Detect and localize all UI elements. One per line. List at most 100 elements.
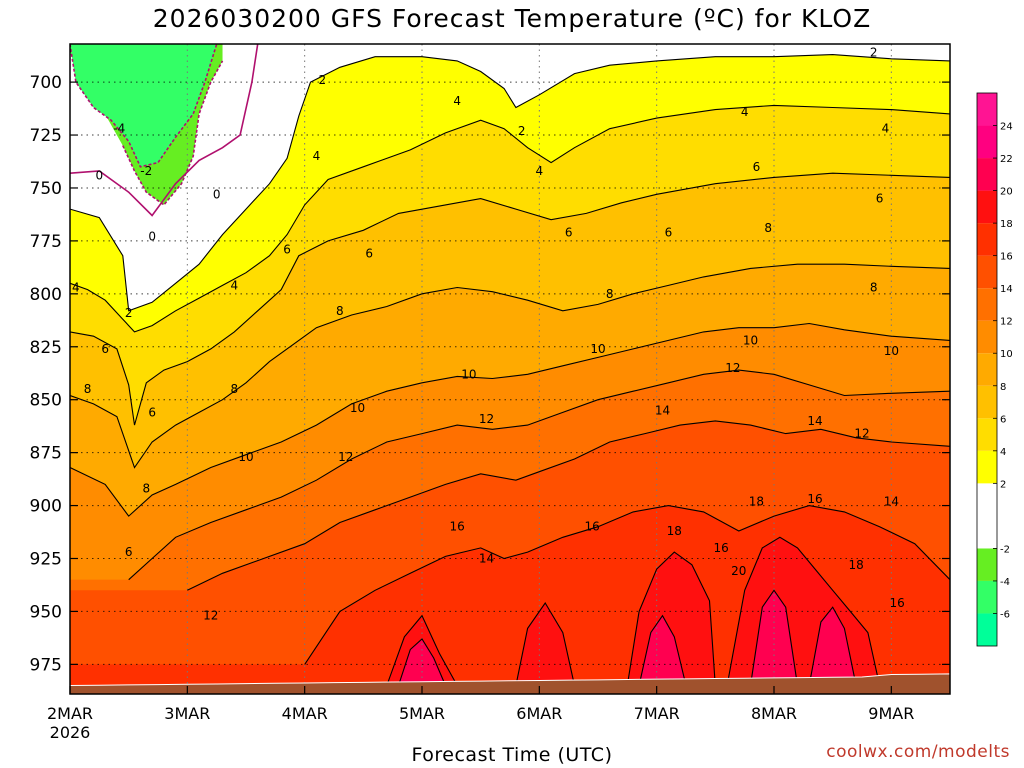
colorbar-swatch-14 [977,125,997,159]
colorbar-swatch-7 [977,353,997,386]
y-tick-label-825: 825 [30,338,62,358]
colorbar-label-24: 24 [1000,122,1013,133]
contour-label-31: 8 [230,382,238,396]
contour-label-47: 16 [584,520,599,534]
colorbar-swatch-1 [977,580,997,614]
contour-line-20-16 [808,606,857,686]
colorbar-label-4: 4 [1000,447,1006,458]
colorbar-swatch-11 [977,223,997,256]
colorbar-label-14: 14 [1000,284,1013,295]
chart-title: 2026030200 GFS Forecast Temperature (ºC)… [152,4,872,33]
x-tick-label-3MAR: 3MAR [164,704,210,723]
contour-label-54: 16 [890,596,905,610]
contour-line-20-15 [749,589,799,686]
field-band-20 [750,590,798,686]
contour-line-0-0 [70,44,259,217]
colorbar-swatch-2 [977,548,997,581]
contour-label-25: 8 [870,280,878,294]
colorbar-label-6: 6 [1000,414,1006,425]
contour-label-39: 12 [854,427,869,441]
y-tick-label-900: 900 [30,497,62,517]
contour-label-36: 14 [655,403,670,417]
contour-line-18-11 [626,551,716,686]
contour-line-12-6 [128,369,950,581]
contour-label-42: 8 [142,482,150,496]
contour-line-4-2 [70,104,950,333]
contour-label-44: 16 [807,492,822,506]
contour-line-2-1 [70,54,950,312]
contour-label-26: 6 [101,342,109,356]
contour-label-13: 6 [753,160,761,174]
contour-label-5: 0 [96,168,104,182]
colorbar-swatch-15 [977,93,997,126]
temperature-field [70,44,950,694]
contour-label-23: 8 [336,304,344,318]
watermark: coolwx.com/modelts [826,742,1010,762]
contour-label-34: 10 [350,401,365,415]
x-tick-year: 2026 [50,723,91,742]
contour-line-10-5 [70,322,950,517]
contour-label-8: 0 [148,230,156,244]
contour-label-37: 12 [479,412,494,426]
contour-label-33: 12 [725,361,740,375]
contour-label-16: 6 [665,225,673,239]
contour-label-1: 4 [453,94,461,108]
plot-frame [69,43,951,695]
contour-label-45: 14 [884,494,899,508]
contour-line-18-10 [515,601,576,686]
contour-label-46: 16 [450,520,465,534]
contour-label-48: 18 [667,524,682,538]
contour-label-27: 10 [590,342,605,356]
colorbar-swatch-10 [977,255,997,289]
colorbar: 24 22 20 18 16 14 12 10 8 6 4 2 -2 -4 -6 [976,92,1013,647]
contour-line-14-7 [187,420,950,591]
contour-label-28: 10 [743,333,758,347]
contour-label-0: 2 [318,73,326,87]
contour-label-7: 0 [213,187,221,201]
contour-line-18-9 [386,614,458,686]
field-band-16 [70,505,950,694]
field-cold--4 [70,44,217,167]
contour-label-52: 20 [731,564,746,578]
grid-lines [70,44,950,694]
x-tick-label-4MAR: 4MAR [282,704,328,723]
contour-label-22: 8 [764,221,772,235]
contour-label-43: 18 [749,494,764,508]
contour-label-19: 4 [72,280,80,294]
colorbar-label--6: -6 [1000,609,1010,620]
colorbar-label-18: 18 [1000,219,1013,230]
y-tick-label-700: 700 [30,73,62,93]
contour-label-11: 4 [882,122,890,136]
colorbar-label-10: 10 [1000,349,1013,360]
contour-label-55: 12 [203,609,218,623]
field-band-20 [809,607,857,686]
contour-line-20-13 [397,638,447,686]
ground-surface [70,673,950,694]
contour-line--2-17 [122,60,224,206]
colorbar-swatch-6 [977,385,997,419]
y-tick-label-925: 925 [30,549,62,569]
x-tick-label-2MAR: 2MAR [47,704,93,723]
contour-line--4-18 [70,44,218,168]
colorbar-label-12: 12 [1000,317,1013,328]
colorbar-swatch-5 [977,418,997,451]
contour-label-9: 4 [313,149,321,163]
x-tick-label-5MAR: 5MAR [399,704,445,723]
field-band-18 [515,602,575,686]
contour-label-10: 4 [741,105,749,119]
y-tick-label-800: 800 [30,285,62,305]
contour-label-15: 6 [565,225,573,239]
y-tick-label-775: 775 [30,232,62,252]
contour-line-6-3 [70,172,950,426]
contour-label-20: 4 [230,278,238,292]
x-axis: 2MAR 3MAR 4MAR 5MAR 6MAR 7MAR 8MAR 9MAR 2026 [47,686,914,742]
x-tick-label-7MAR: 7MAR [634,704,680,723]
contour-label-14: 6 [876,192,884,206]
colorbar-label-22: 22 [1000,154,1013,165]
x-tick-label-9MAR: 9MAR [868,704,914,723]
contour-label-41: 12 [338,450,353,464]
y-tick-label-975: 975 [30,655,62,675]
contour-label-2: 2 [518,124,526,138]
colorbar-swatch-9 [977,288,997,321]
